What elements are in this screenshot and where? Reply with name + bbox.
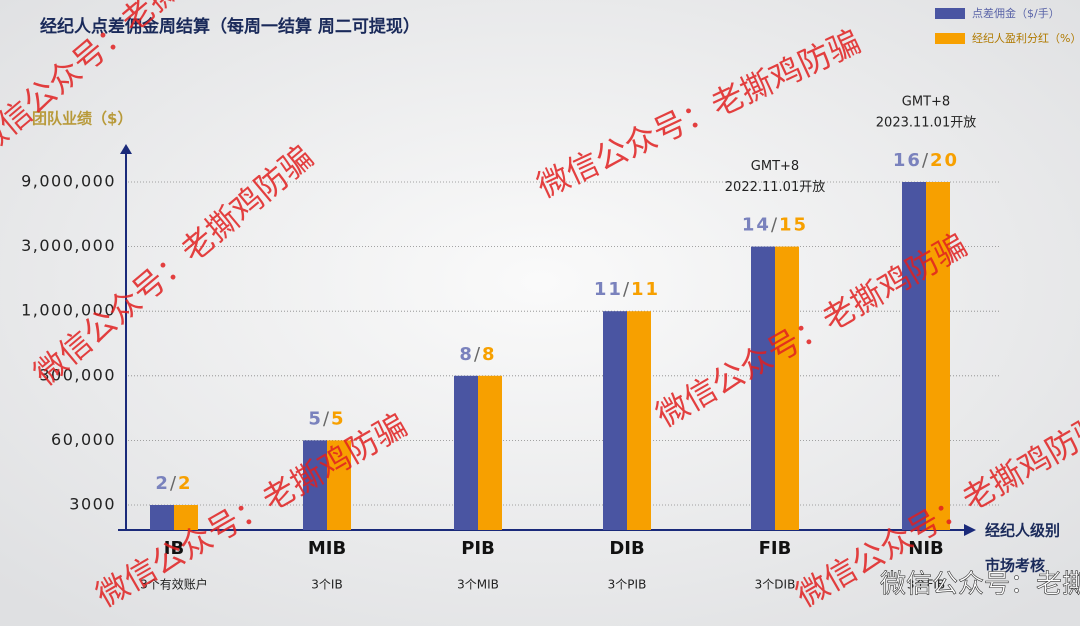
value-label: 14: [742, 215, 771, 236]
x-sub-label: 3个DIB: [755, 578, 796, 592]
value-label: 20: [930, 150, 959, 171]
bar-label: 2/2: [155, 473, 192, 494]
value-label: 16: [893, 150, 922, 171]
y-tick-label: 3000: [69, 495, 116, 514]
x-sub-label: 3个有效账户: [140, 577, 208, 592]
x-sub-label: 3个FIB: [907, 578, 945, 592]
watermark: 微信公众号：老撕鸡防骗: [880, 570, 1080, 600]
x-axis-label: 经纪人级别: [985, 522, 1060, 540]
value-label: 2: [155, 473, 170, 494]
bar: [327, 440, 351, 530]
bar: [478, 375, 502, 530]
value-label: 11: [631, 279, 660, 300]
label-separator: /: [323, 408, 331, 429]
x-tick-label: DIB: [609, 538, 644, 559]
bar-label: 11/11: [594, 279, 660, 300]
legend-label: 经纪人盈利分红（%）: [972, 32, 1080, 45]
x-tick-label: NIB: [908, 538, 943, 559]
x-sub-label: 3个IB: [311, 578, 342, 592]
bar: [303, 440, 327, 530]
bar-label: 5/5: [308, 408, 345, 429]
bar: [627, 311, 651, 530]
value-label: 15: [779, 215, 808, 236]
bar: [775, 246, 799, 530]
y-tick-label: 60,000: [51, 430, 116, 449]
y-axis-label: 团队业绩（$）: [32, 110, 132, 128]
x-tick-label: FIB: [759, 538, 792, 559]
label-separator: /: [771, 215, 779, 236]
legend-swatch: [935, 8, 965, 19]
value-label: 8: [459, 344, 474, 365]
label-separator: /: [922, 150, 930, 171]
x-sub-label: 3个PIB: [608, 578, 647, 592]
y-tick-label: 300,000: [39, 365, 116, 384]
y-axis-arrow: [120, 144, 132, 154]
legend-label: 点差佣金（$/手）: [972, 6, 1060, 20]
y-tick-label: 1,000,000: [21, 301, 116, 320]
bar: [926, 182, 950, 530]
bar: [902, 182, 926, 530]
value-label: 2: [178, 473, 193, 494]
y-tick-label: 3,000,000: [21, 236, 116, 255]
y-tick-label: 9,000,000: [21, 172, 116, 191]
bar: [751, 246, 775, 530]
bar-label: 16/20: [893, 150, 959, 171]
label-separator: /: [170, 473, 178, 494]
label-separator: /: [623, 279, 631, 300]
annotation: GMT+8: [902, 95, 950, 110]
x-axis-arrow: [964, 524, 976, 536]
annotation: GMT+8: [751, 159, 799, 174]
annotation: 2023.11.01开放: [876, 116, 976, 131]
bar: [150, 505, 174, 530]
label-separator: /: [474, 344, 482, 365]
bar-label: 14/15: [742, 215, 808, 236]
bar: [174, 505, 198, 530]
value-label: 11: [594, 279, 623, 300]
chart-title: 经纪人点差佣金周结算（每周一结算 周二可提现）: [40, 16, 420, 37]
x-tick-label: IB: [164, 538, 184, 559]
value-label: 8: [482, 344, 497, 365]
legend-swatch: [935, 33, 965, 44]
x-tick-label: MIB: [308, 538, 346, 559]
x-axis-sublabel: 市场考核: [985, 557, 1045, 575]
x-tick-label: PIB: [461, 538, 495, 559]
bar-label: 8/8: [459, 344, 496, 365]
x-sub-label: 3个MIB: [457, 578, 499, 592]
annotation: 2022.11.01开放: [725, 180, 825, 195]
value-label: 5: [308, 408, 323, 429]
bar: [454, 375, 478, 530]
bar: [603, 311, 627, 530]
value-label: 5: [331, 408, 346, 429]
